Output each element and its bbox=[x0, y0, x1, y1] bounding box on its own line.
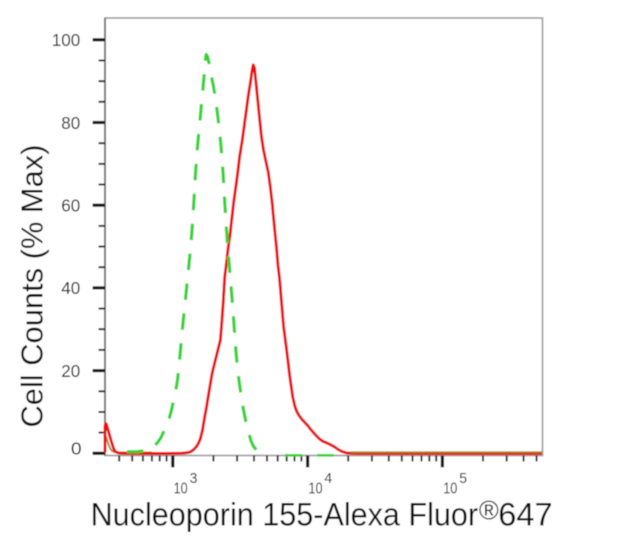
svg-text:647: 647 bbox=[498, 496, 552, 532]
svg-text:0: 0 bbox=[71, 438, 82, 458]
svg-text:60: 60 bbox=[61, 196, 80, 216]
svg-text:10: 10 bbox=[174, 481, 188, 498]
svg-text:4: 4 bbox=[324, 471, 332, 487]
svg-text:80: 80 bbox=[61, 113, 80, 133]
svg-text:®: ® bbox=[479, 495, 499, 525]
svg-text:Cell Counts (% Max): Cell Counts (% Max) bbox=[14, 145, 49, 428]
svg-text:5: 5 bbox=[459, 471, 467, 487]
svg-text:Nucleoporin 155-Alexa Fluor: Nucleoporin 155-Alexa Fluor bbox=[91, 496, 479, 532]
svg-text:10: 10 bbox=[443, 481, 457, 498]
svg-text:10: 10 bbox=[308, 481, 322, 498]
svg-text:100: 100 bbox=[52, 30, 81, 50]
svg-text:20: 20 bbox=[61, 361, 80, 381]
svg-text:40: 40 bbox=[61, 278, 80, 298]
svg-text:3: 3 bbox=[190, 471, 198, 487]
